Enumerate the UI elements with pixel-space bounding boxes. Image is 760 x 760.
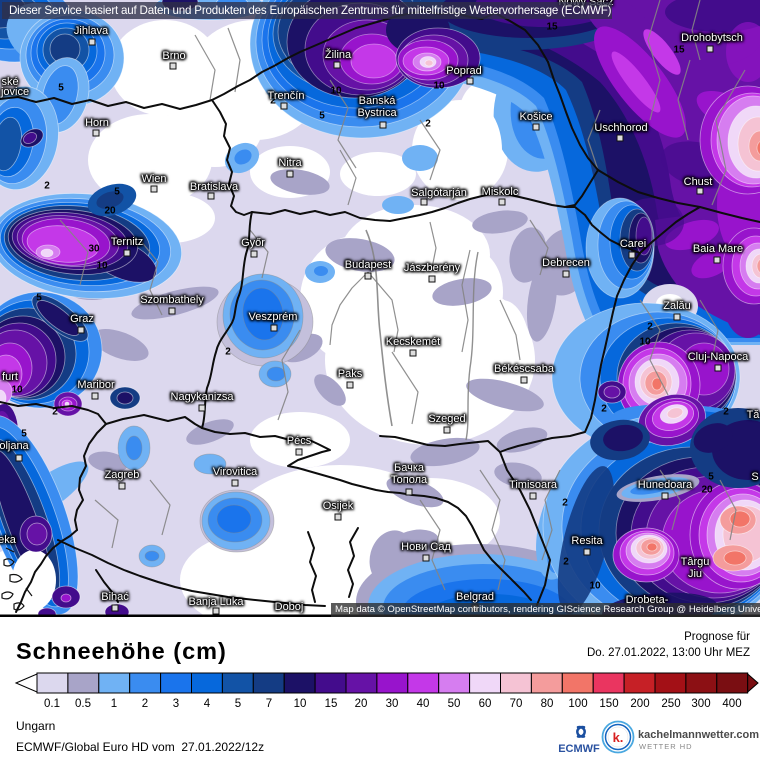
svg-text:WETTER HD: WETTER HD [639, 742, 693, 751]
svg-text:k.: k. [613, 730, 624, 745]
svg-text:ECMWF: ECMWF [558, 743, 600, 755]
svg-text:kachelmannwetter.com: kachelmannwetter.com [638, 729, 759, 741]
